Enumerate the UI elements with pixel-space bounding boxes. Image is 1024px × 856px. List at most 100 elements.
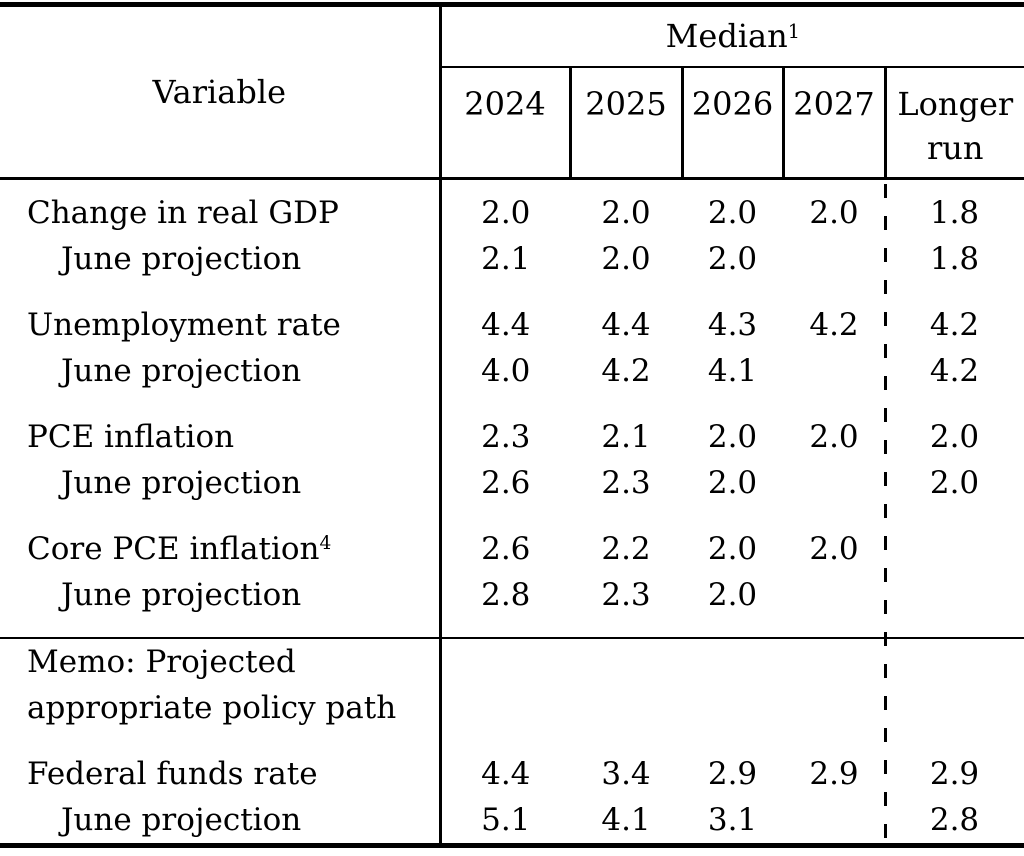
- row-label-text: June projection: [61, 464, 302, 501]
- spacer-row: [0, 178, 1024, 190]
- value-cell: 2.0: [707, 530, 758, 567]
- table-row: June projection 2.6 2.3 2.0 2.0: [0, 459, 1024, 506]
- value-cell: [783, 348, 885, 394]
- table-row: June projection 2.8 2.3 2.0: [0, 571, 1024, 618]
- year-header-2026: 2026: [682, 66, 785, 180]
- row-label-text: PCE inflation: [27, 418, 235, 455]
- value-cell: 2.1: [601, 418, 651, 455]
- value-cell: [783, 572, 885, 618]
- spacer-label-cell: [0, 505, 442, 526]
- row-label-text: Core PCE inflation: [27, 530, 320, 567]
- row-label: PCE inflation: [0, 413, 442, 460]
- row-label-footnote-superscript: 4: [319, 533, 332, 555]
- value-cell: 4.2: [809, 306, 859, 343]
- spacer-row: [0, 505, 1024, 526]
- value-cell: 4.2: [601, 352, 651, 389]
- memo-empty-cell: [440, 636, 1024, 731]
- table-row: PCE inflation 2.3 2.1 2.0 2.0 2.0: [0, 413, 1024, 460]
- value-cell: [783, 236, 885, 282]
- row-label: Federal funds rate: [0, 750, 442, 797]
- median-column-group-header: Median1: [440, 4, 1024, 68]
- value-cell: 2.3: [481, 418, 531, 455]
- longer-run-header: Longer run: [885, 66, 1024, 180]
- spacer-value-cell: [440, 731, 1024, 751]
- year-header-2025: 2025: [570, 66, 684, 180]
- value-cell: 2.0: [707, 464, 758, 501]
- value-cell: 5.1: [481, 801, 531, 838]
- value-cell: 2.0: [809, 194, 859, 231]
- value-cell: 2.0: [707, 240, 758, 277]
- value-cell: 1.8: [929, 194, 980, 231]
- memo-label-line: Memo: Projected: [27, 643, 296, 680]
- value-cell: 2.6: [481, 464, 531, 501]
- value-cell: 2.3: [601, 576, 651, 613]
- row-label-text: Change in real GDP: [27, 194, 339, 231]
- value-cell: 2.8: [929, 801, 980, 838]
- spacer-label-cell: [0, 281, 442, 302]
- spacer-row: [0, 281, 1024, 302]
- value-cell: 2.9: [929, 755, 980, 792]
- value-cell: 2.2: [601, 530, 651, 567]
- value-cell: 2.0: [809, 418, 859, 455]
- value-cell: 2.0: [601, 240, 651, 277]
- row-label: Unemployment rate: [0, 301, 442, 348]
- value-cell: 4.0: [481, 352, 531, 389]
- row-label-text: June projection: [61, 240, 302, 277]
- row-label-text: June projection: [61, 352, 302, 389]
- row-label-text: June projection: [61, 801, 302, 838]
- row-label-text: Unemployment rate: [27, 306, 341, 343]
- value-cell: 2.6: [481, 530, 531, 567]
- value-cell: 4.4: [481, 755, 531, 792]
- value-cell: 2.9: [707, 755, 758, 792]
- spacer-value-cell: [440, 506, 1024, 526]
- value-cell: 1.8: [929, 240, 980, 277]
- table-row: June projection 4.0 4.2 4.1 4.2: [0, 347, 1024, 394]
- value-cell: 4.1: [707, 352, 758, 389]
- spacer-label-cell: [0, 617, 442, 638]
- spacer-label-cell: [0, 393, 442, 414]
- value-cell: 3.1: [707, 801, 758, 838]
- value-cell: [885, 572, 1024, 618]
- value-cell: 4.4: [601, 306, 651, 343]
- value-cell: 2.8: [481, 576, 531, 613]
- value-cell: 4.4: [481, 306, 531, 343]
- row-label: Core PCE inflation4: [0, 525, 442, 572]
- value-cell: [783, 460, 885, 506]
- row-label: June projection: [0, 571, 442, 618]
- longer-run-header-label: Longer run: [897, 84, 1014, 167]
- value-cell: 2.0: [929, 418, 980, 455]
- spacer-row: [0, 617, 1024, 638]
- table-row: Change in real GDP 2.0 2.0 2.0 2.0 1.8: [0, 189, 1024, 236]
- row-label-text: June projection: [61, 576, 302, 613]
- memo-label-line: appropriate policy path: [27, 689, 397, 726]
- spacer-label-cell: [0, 730, 442, 751]
- value-cell: 4.3: [707, 306, 758, 343]
- spacer-value-cell: [440, 179, 1024, 190]
- value-cell: 2.0: [481, 194, 531, 231]
- year-header-row: 2024 2025 2026 2027 Longer run: [0, 66, 1024, 180]
- spacer-value-cell: [440, 394, 1024, 414]
- table-row: Core PCE inflation4 2.6 2.2 2.0 2.0: [0, 525, 1024, 572]
- value-cell: 2.0: [707, 194, 758, 231]
- value-cell: [783, 797, 885, 846]
- value-cell: 3.4: [601, 755, 651, 792]
- row-label: Change in real GDP: [0, 189, 442, 236]
- spacer-value-cell: [440, 282, 1024, 302]
- value-cell: 4.2: [929, 352, 980, 389]
- spacer-row: [0, 730, 1024, 751]
- table-row: June projection 2.1 2.0 2.0 1.8: [0, 235, 1024, 282]
- variable-column-header: Variable: [0, 4, 442, 180]
- value-cell: 4.2: [929, 306, 980, 343]
- row-label: June projection: [0, 235, 442, 282]
- value-cell: 2.0: [809, 530, 859, 567]
- median-footnote-superscript: 1: [787, 19, 800, 43]
- value-cell: 2.0: [707, 576, 758, 613]
- row-label: June projection: [0, 459, 442, 506]
- value-cell: 2.0: [601, 194, 651, 231]
- value-cell: [885, 526, 1024, 572]
- median-label: Median: [665, 17, 788, 56]
- memo-row: Memo: Projected appropriate policy path: [0, 636, 1024, 731]
- value-cell: 2.0: [707, 418, 758, 455]
